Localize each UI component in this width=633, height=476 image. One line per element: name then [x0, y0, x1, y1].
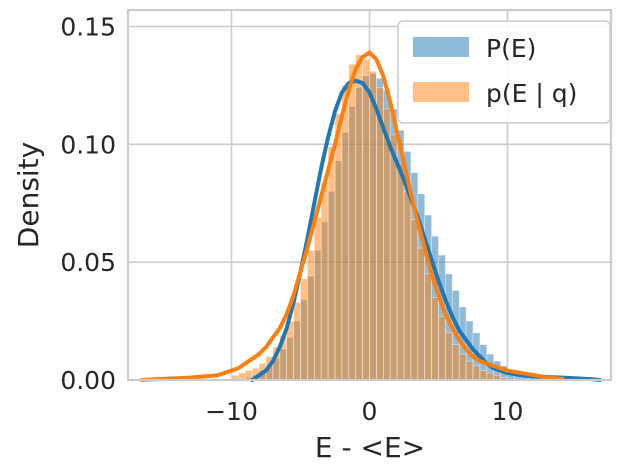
hist-bar-pe-given-q — [307, 250, 315, 381]
x-tick-label: −10 — [205, 397, 258, 426]
plot-frame — [126, 8, 613, 382]
hist-bar-pe-given-q — [327, 146, 336, 381]
hist-bar-pe-given-q — [403, 191, 412, 381]
x-tick-label: 0 — [362, 397, 378, 426]
hist-bar-pe-given-q — [465, 360, 474, 381]
hist-bar-pe-given-q — [300, 278, 308, 381]
hist-bar-pe-given-q — [376, 87, 384, 381]
hist-bar-pe-given-q — [424, 273, 432, 381]
hist-bar-pe-given-q — [293, 301, 301, 381]
hist-bar-pe-given-q — [355, 54, 363, 381]
kde-line-pe-given-q — [139, 50, 565, 382]
y-tick-label: 0.05 — [60, 248, 116, 277]
legend-swatch-pe — [413, 37, 469, 57]
hist-bar-pe-given-q — [313, 217, 322, 381]
x-axis-title: E - <E> — [315, 431, 425, 464]
hist-bar-pe-given-q — [472, 365, 481, 381]
histogram-bars — [231, 54, 563, 381]
hist-bar-pe-given-q — [479, 370, 488, 381]
hist-bar-pe-given-q — [417, 247, 425, 381]
hist-bar-pe-given-q — [382, 108, 391, 381]
legend-label-pe-given-q: p(E | q) — [486, 79, 577, 108]
hist-bar-pe-given-q — [396, 162, 405, 381]
y-tick-label: 0.00 — [60, 366, 116, 395]
legend: P(E) p(E | q) — [397, 20, 611, 124]
legend-label-pe: P(E) — [486, 34, 536, 63]
hist-bar-pe-given-q — [348, 63, 356, 381]
y-axis-title: Density — [12, 142, 45, 248]
hist-bar-pe-given-q — [445, 332, 453, 381]
hist-bar-pe-given-q — [334, 113, 343, 381]
y-tick-label: 0.10 — [60, 130, 116, 159]
y-tick-label: 0.15 — [60, 12, 116, 41]
hist-bar-pe-given-q — [438, 316, 446, 381]
hist-bar-pe-given-q — [369, 70, 377, 381]
kde-curves — [139, 50, 602, 382]
legend-swatch-pe-given-q — [413, 82, 469, 102]
hist-bar-pe-given-q — [431, 297, 439, 381]
hist-bar-pe-given-q — [451, 344, 460, 381]
x-tick-label: 10 — [492, 397, 524, 426]
hist-bar-pe-given-q — [410, 219, 419, 381]
hist-bar-pe-given-q — [458, 353, 467, 381]
hist-bar-pe-given-q — [389, 134, 398, 381]
x-tick-labels: −10 0 10 — [205, 397, 523, 426]
y-tick-labels: 0.00 0.05 0.10 0.15 — [60, 12, 116, 395]
hist-bar-pe-given-q — [320, 181, 329, 381]
hist-bar-pe-given-q — [362, 59, 370, 381]
hist-bar-pe-given-q — [341, 85, 350, 381]
